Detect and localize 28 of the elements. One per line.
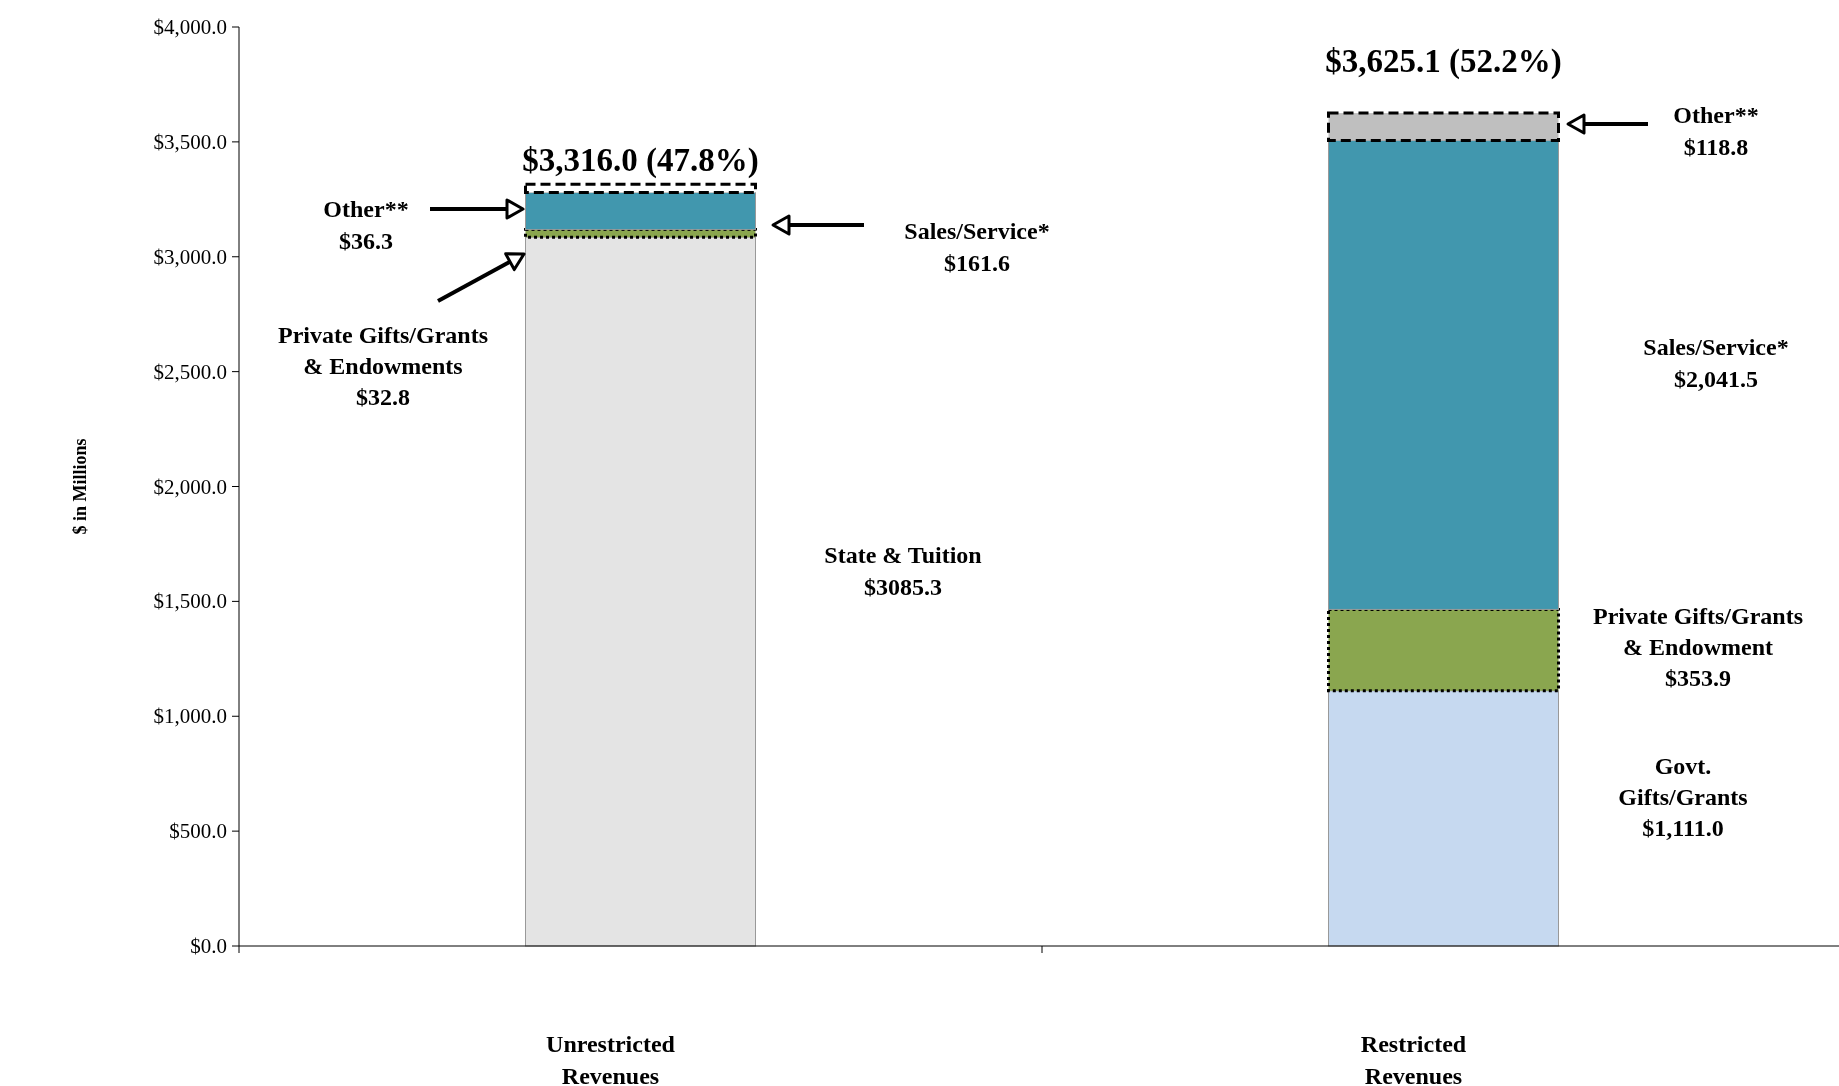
total-label: $3,625.1 (52.2%) bbox=[1325, 43, 1562, 81]
y-tick-label: $3,000.0 bbox=[153, 244, 227, 269]
bar bbox=[1327, 111, 1560, 142]
annotation: Govt. Gifts/Grants $1,111.0 bbox=[1618, 752, 1748, 842]
annotation: Private Gifts/Grants & Endowments $32.8 bbox=[278, 321, 488, 411]
bar bbox=[525, 236, 756, 947]
annotation: Private Gifts/Grants & Endowment $353.9 bbox=[1593, 602, 1803, 692]
y-axis-title: $ in Millions bbox=[70, 438, 90, 535]
y-tick-label: $2,500.0 bbox=[153, 359, 227, 384]
annotation: Sales/Service* $2,041.5 bbox=[1643, 334, 1789, 392]
bar bbox=[1327, 607, 1560, 693]
x-tick-label: Restricted Revenues bbox=[1360, 1031, 1467, 1086]
annotation: Other** $118.8 bbox=[1673, 102, 1759, 160]
x-tick-label: Unrestricted Revenues bbox=[546, 1031, 676, 1086]
y-tick-label: $1,500.0 bbox=[153, 589, 227, 614]
bar bbox=[1328, 139, 1559, 610]
annotation: Other** $36.3 bbox=[323, 196, 409, 254]
annotation: State & Tuition $3085.3 bbox=[824, 542, 982, 600]
bar bbox=[1328, 690, 1559, 947]
y-tick-label: $500.0 bbox=[169, 819, 227, 844]
bar bbox=[524, 182, 757, 194]
total-label: $3,316.0 (47.8%) bbox=[522, 142, 759, 180]
y-tick-label: $4,000.0 bbox=[153, 15, 227, 39]
y-tick-label: $2,000.0 bbox=[153, 474, 227, 499]
y-tick-label: $1,000.0 bbox=[153, 704, 227, 729]
annotation: Sales/Service* $161.6 bbox=[904, 218, 1050, 276]
y-tick-label: $0.0 bbox=[190, 934, 227, 958]
y-tick-label: $3,500.0 bbox=[153, 129, 227, 154]
